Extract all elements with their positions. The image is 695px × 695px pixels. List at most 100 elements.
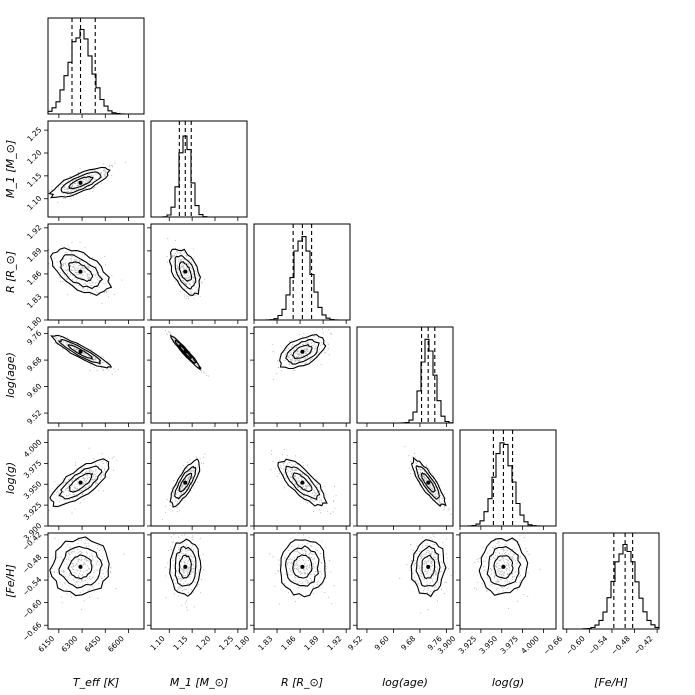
sample-point xyxy=(192,536,194,538)
sample-point xyxy=(195,364,197,366)
sample-point xyxy=(87,543,89,545)
sample-point xyxy=(427,467,429,469)
sample-point xyxy=(87,577,89,580)
sample-point xyxy=(286,347,288,349)
sample-point xyxy=(435,561,437,563)
density-peak xyxy=(183,480,188,485)
sample-point xyxy=(514,547,516,549)
sample-point xyxy=(447,567,450,570)
density-peak xyxy=(300,480,305,485)
sample-point xyxy=(95,482,97,484)
sample-point xyxy=(106,171,108,173)
sample-point xyxy=(182,265,184,267)
sample-point xyxy=(312,510,314,513)
sample-point xyxy=(278,559,280,561)
sample-point xyxy=(196,585,198,587)
sample-point xyxy=(178,588,180,590)
sample-point xyxy=(186,467,188,469)
sample-point xyxy=(178,587,180,589)
sample-point xyxy=(88,174,90,176)
sample-point xyxy=(302,534,305,536)
sample-point xyxy=(104,169,106,171)
sample-point xyxy=(307,548,309,550)
sample-point xyxy=(67,187,69,190)
density-peak xyxy=(501,564,506,569)
sample-point xyxy=(74,477,77,480)
sample-point xyxy=(294,362,296,364)
sample-point xyxy=(66,593,68,595)
sample-point xyxy=(444,493,446,496)
sample-point xyxy=(70,193,72,196)
sample-point xyxy=(67,490,69,492)
x-axis-label-m1: M_1 [M_⊙] xyxy=(170,676,228,689)
sample-point xyxy=(318,337,320,339)
sample-point xyxy=(83,353,85,355)
sample-point xyxy=(427,560,429,562)
sample-point xyxy=(491,568,493,570)
sample-point xyxy=(304,348,306,350)
sample-point xyxy=(299,580,301,582)
sample-point xyxy=(77,483,79,485)
sample-point xyxy=(298,354,300,356)
sample-point xyxy=(74,486,76,488)
sample-point xyxy=(431,472,433,474)
sample-point xyxy=(92,476,94,478)
sample-point xyxy=(493,577,496,579)
sample-point xyxy=(285,349,287,351)
sample-point xyxy=(54,342,56,344)
panel-teff-vs-logage: 9.529.609.689.76 xyxy=(25,326,145,427)
sample-point xyxy=(95,556,97,558)
sample-point xyxy=(519,574,521,576)
sample-point xyxy=(289,558,291,560)
sample-point xyxy=(286,455,288,457)
sample-point xyxy=(86,179,88,181)
sample-point xyxy=(306,486,309,488)
sample-point xyxy=(185,488,187,490)
sample-point xyxy=(476,558,478,560)
sample-point xyxy=(178,499,180,501)
sample-point xyxy=(496,581,498,583)
sample-point xyxy=(84,562,86,564)
sample-point xyxy=(88,568,90,570)
sample-point xyxy=(65,269,68,271)
sample-point xyxy=(104,175,106,177)
sample-point xyxy=(298,480,300,482)
sample-point xyxy=(303,560,305,562)
sample-point xyxy=(297,486,299,489)
sample-point xyxy=(79,184,82,186)
contour-2 xyxy=(57,339,102,365)
sample-point xyxy=(287,356,289,358)
sample-point xyxy=(104,567,106,569)
sample-point xyxy=(62,499,64,501)
sample-point xyxy=(298,352,300,354)
sample-point xyxy=(193,591,195,593)
sample-point xyxy=(519,582,521,584)
sample-point xyxy=(288,340,290,343)
sample-point xyxy=(311,531,312,532)
sample-point xyxy=(168,568,170,570)
sample-point xyxy=(421,530,422,531)
sample-point xyxy=(413,563,415,565)
sample-point xyxy=(425,579,428,581)
sample-point xyxy=(87,589,89,591)
contour-1 xyxy=(49,247,113,297)
sample-point xyxy=(428,550,431,552)
sample-point xyxy=(77,537,79,539)
sample-point xyxy=(193,277,195,279)
sample-point xyxy=(74,182,76,184)
sample-point xyxy=(94,474,96,476)
sample-point xyxy=(185,588,187,590)
sample-point xyxy=(446,581,448,583)
density-peak xyxy=(426,480,431,485)
sample-point xyxy=(425,570,427,572)
sample-point xyxy=(305,572,307,574)
sample-point xyxy=(303,349,305,351)
sample-point xyxy=(70,596,72,598)
sample-point xyxy=(294,470,296,472)
sample-point xyxy=(308,564,310,566)
sample-point xyxy=(286,561,288,563)
sample-point xyxy=(430,573,432,575)
sample-point xyxy=(518,576,520,578)
sample-point xyxy=(490,550,492,552)
sample-point xyxy=(297,574,299,576)
